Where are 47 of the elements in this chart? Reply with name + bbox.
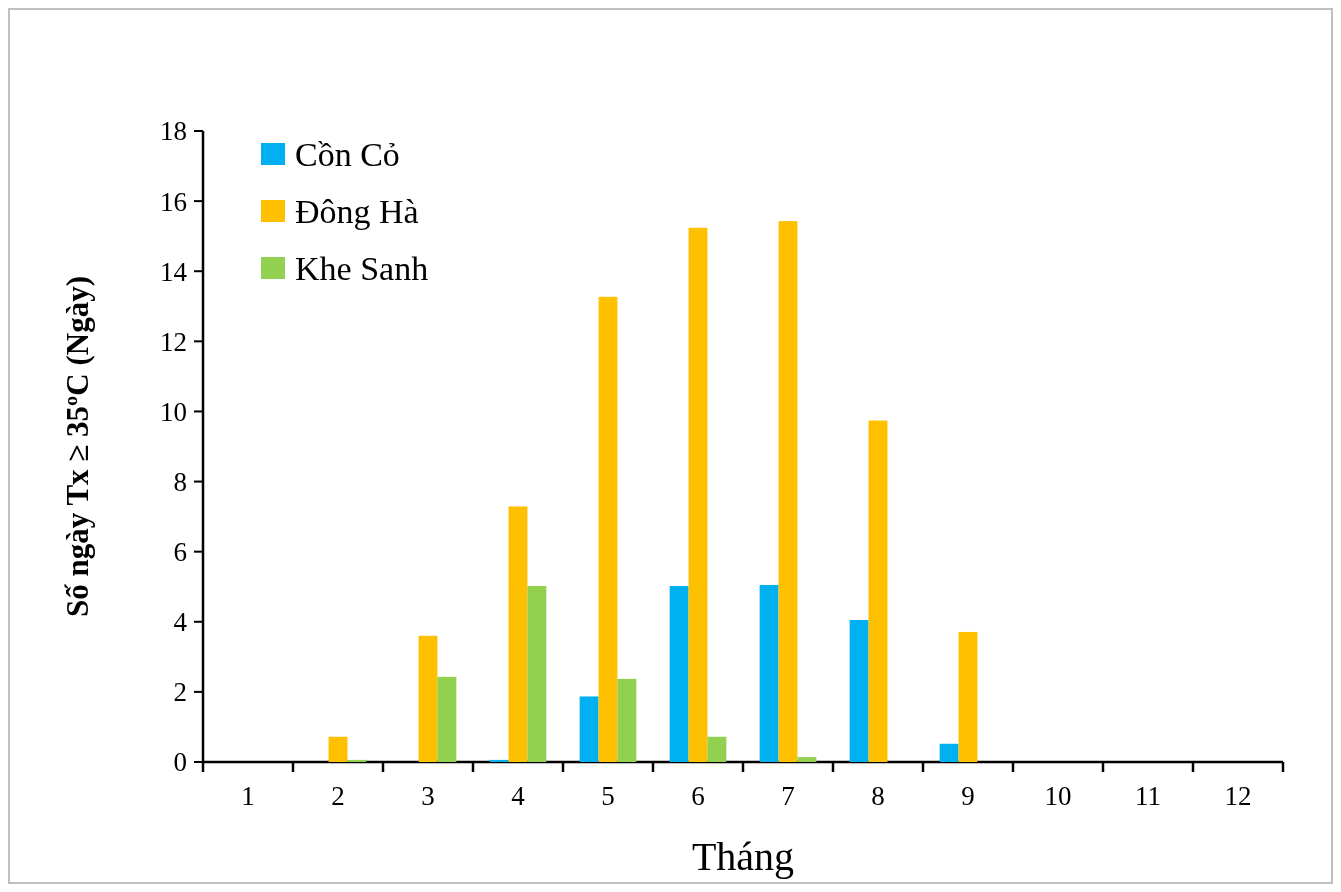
y-tick-label: 10 [160,396,187,427]
x-tick-label: 5 [601,781,615,811]
y-tick-label: 12 [160,326,187,357]
legend-label: Khe Sanh [295,249,429,287]
x-tick-label: 9 [961,781,975,811]
x-tick-label: 4 [511,781,526,811]
bar [328,736,348,762]
bar [508,506,528,762]
x-tick-label: 12 [1224,781,1252,811]
bar [849,620,869,762]
y-tick-label: 4 [173,607,188,638]
y-tick-label: 8 [173,467,187,498]
x-axis-title: Tháng [691,834,795,879]
bar [617,678,637,762]
legend-label: Đông Hà [295,192,419,230]
x-tick-label: 6 [691,781,705,811]
x-tick-label: 2 [331,781,345,811]
bar [418,635,438,762]
bar [489,759,509,762]
bar [707,736,727,762]
x-tick-label: 1 [241,781,255,811]
y-tick-label: 0 [173,747,187,778]
x-tick-label: 8 [871,781,885,811]
y-axis-title: Số ngày Tx ≥ 35ºC (Ngày) [60,275,95,618]
y-tick-label: 6 [173,537,187,568]
bar [868,420,888,762]
bar [778,221,798,762]
y-tick-label: 14 [160,256,188,287]
x-tick-label: 3 [421,781,435,811]
x-tick-label: 7 [781,781,795,811]
y-tick-label: 2 [173,677,187,708]
y-tick-label: 16 [160,186,187,217]
bar [527,586,547,762]
bar [669,586,689,762]
x-tick-label: 10 [1044,781,1072,811]
bar [579,696,599,762]
bar [939,743,959,762]
bar [598,296,618,762]
bar [688,227,708,762]
x-tick-label: 11 [1135,781,1161,811]
legend-label: Cồn Cỏ [295,135,400,173]
bar [437,676,457,762]
bar [759,584,779,762]
y-tick-label: 18 [160,116,187,147]
bar [347,759,367,762]
bar [958,631,978,762]
bar [797,757,817,762]
